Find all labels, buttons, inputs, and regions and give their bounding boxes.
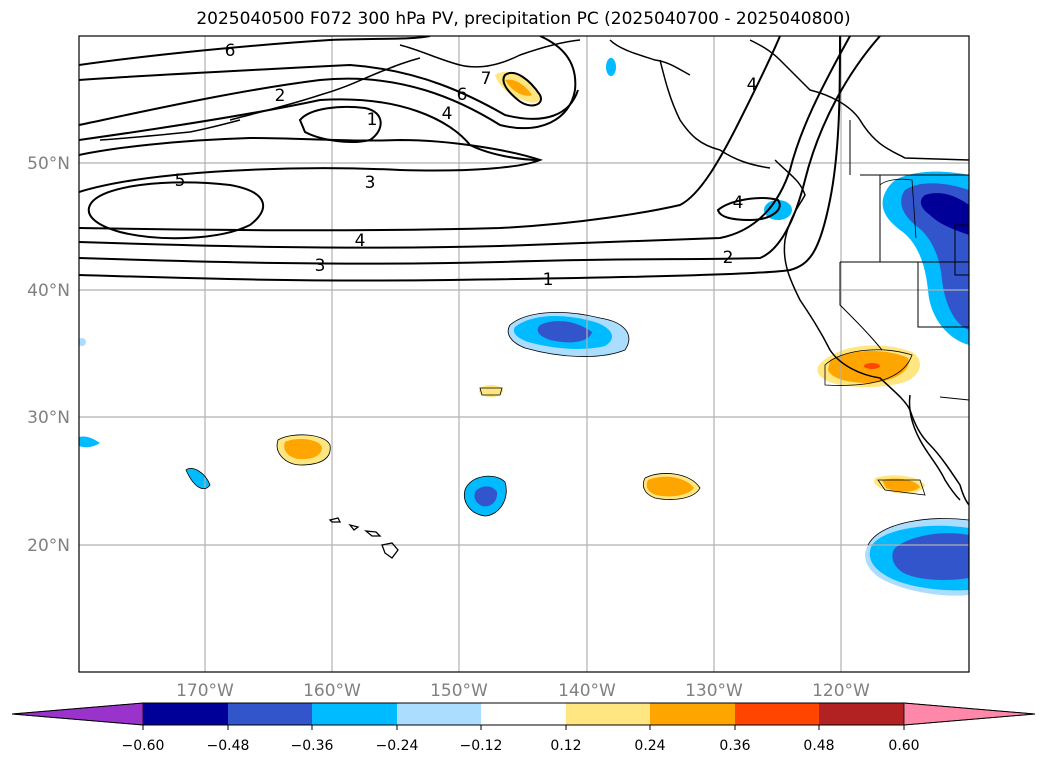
colorbar-tick-label: −0.36: [291, 738, 334, 754]
colorbar-segment: [397, 703, 481, 725]
colorbar-tick-label: 0.36: [719, 738, 750, 754]
precip-outlines: [185, 178, 969, 546]
colorbar-tick-label: 0.48: [803, 738, 834, 754]
map-area: 6 2 1 7 6 4 5 3 4 3 4 2 1 4: [79, 36, 969, 672]
contour-label: 3: [365, 173, 376, 193]
contour-label: 4: [442, 104, 453, 124]
colorbar-segment: [650, 703, 735, 725]
colorbar-tick-label: 0.60: [888, 738, 919, 754]
contour-label: 6: [225, 41, 236, 61]
colorbar-extend-left: [11, 702, 144, 726]
lon-label: 160°W: [303, 681, 361, 701]
contour-label: 4: [733, 193, 744, 213]
lat-labels: 50°N 40°N 30°N 20°N: [27, 154, 70, 556]
lat-label: 50°N: [27, 154, 70, 174]
contour-label: 6: [457, 85, 468, 105]
colorbar-tick-label: −0.48: [207, 738, 250, 754]
colorbar-tick-label: 0.12: [550, 738, 581, 754]
colorbar-segment: [819, 703, 904, 725]
precip-blob: [186, 468, 210, 489]
contour-label: 2: [723, 248, 734, 268]
contour-label: 3: [315, 256, 326, 276]
lon-label: 130°W: [685, 681, 743, 701]
precip-shading: [79, 58, 969, 596]
contour-label: 7: [481, 69, 492, 89]
map-frame: [78, 35, 970, 673]
lon-label: 170°W: [176, 681, 234, 701]
lat-label: 40°N: [27, 281, 70, 301]
colorbar-ticks: −0.60 −0.48 −0.36 −0.24 −0.12 0.12 0.24 …: [122, 725, 920, 754]
pv-contours: [79, 36, 881, 282]
borders: [839, 120, 969, 401]
lon-label: 120°W: [812, 681, 870, 701]
colorbar-tick-label: −0.12: [460, 738, 503, 754]
contour-labels: 6 2 1 7 6 4 5 3 4 3 4 2 1 4: [175, 41, 758, 290]
colorbar-tick-label: −0.60: [122, 738, 165, 754]
contour-label: 1: [367, 110, 378, 130]
contour-label: 4: [747, 75, 758, 95]
lon-labels: 170°W 160°W 150°W 140°W 130°W 120°W: [176, 681, 870, 701]
colorbar-segment: [481, 703, 566, 725]
contour-label: 4: [355, 231, 366, 251]
hawaii-islands: [328, 517, 399, 559]
colorbar-segment: [143, 703, 228, 725]
contour-label: 1: [543, 270, 554, 290]
colorbar-segment: [566, 703, 650, 725]
lon-label: 150°W: [430, 681, 488, 701]
map-title: 2025040500 F072 300 hPa PV, precipitatio…: [196, 9, 851, 29]
colorbar-tick-label: −0.24: [376, 738, 419, 754]
lat-label: 20°N: [27, 536, 70, 556]
colorbar-segment: [228, 703, 312, 725]
precip-blob: [606, 58, 616, 76]
lon-label: 140°W: [558, 681, 616, 701]
colorbar-segment: [312, 703, 397, 725]
colorbar: −0.60 −0.48 −0.36 −0.24 −0.12 0.12 0.24 …: [11, 702, 1036, 754]
colorbar-tick-label: 0.24: [634, 738, 665, 754]
colorbar-extend-right: [903, 702, 1036, 726]
graticule: [79, 36, 969, 672]
lat-label: 30°N: [27, 408, 70, 428]
precip-blob: [505, 79, 532, 96]
contour-label: 2: [275, 86, 286, 106]
contour-label: 5: [175, 171, 186, 191]
colorbar-segment: [735, 703, 819, 725]
